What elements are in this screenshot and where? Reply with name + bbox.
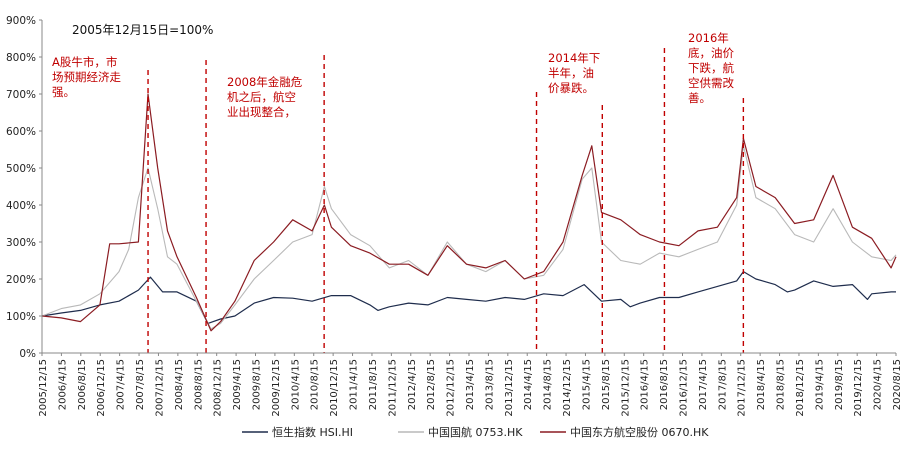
x-tick-label: 2019/8/15 (834, 359, 845, 410)
series-layer (41, 93, 897, 332)
x-tick-label: 2006/12/15 (96, 359, 107, 417)
x-tick-label: 2019/4/15 (814, 359, 825, 410)
x-tick-label: 2012/8/15 (426, 359, 437, 410)
x-tick-label: 2019/12/15 (853, 359, 864, 417)
annotation-line-text: 下跌，航 (688, 61, 734, 75)
x-tick-label: 2014/12/15 (562, 359, 573, 417)
x-tick-label: 2009/12/15 (271, 359, 282, 417)
annotation-line-text: 2016年 (688, 31, 729, 45)
legend-label: 中国国航 0753.HK (428, 425, 523, 439)
annotation-text: 2008年金融危机之后，航空业出现整合， (227, 75, 303, 119)
x-tick-label: 2014/4/15 (523, 359, 534, 410)
annotation-text: A股牛市，市场预期经济走强。 (52, 55, 121, 99)
y-tick-label: 400% (6, 200, 36, 212)
x-tick-label: 2010/4/15 (290, 359, 301, 410)
x-tick-label: 2016/8/15 (659, 359, 670, 410)
legend-label: 恒生指数 HSI.HI (272, 425, 353, 439)
y-tick-label: 800% (6, 52, 36, 64)
annotation-line-text: 机之后，航空 (227, 90, 296, 104)
x-tick-label: 2016/4/15 (640, 359, 651, 410)
x-tick-label: 2017/8/15 (717, 359, 728, 410)
x-tick-label: 2008/8/15 (193, 359, 204, 410)
annotation-line-text: 2008年金融危 (227, 75, 303, 89)
annotation-line-text: 半年，油 (548, 66, 594, 80)
annotation-line-text: 场预期经济走 (52, 70, 121, 84)
x-tick-label: 2007/8/15 (135, 359, 146, 410)
x-tick-label: 2007/4/15 (116, 359, 127, 410)
annotation-line-text: 业出现整合， (227, 105, 296, 119)
x-tick-label: 2018/12/15 (795, 359, 806, 417)
annotation-text: 2016年底，油价下跌，航空供需改善。 (688, 31, 734, 105)
annotation-line-text: 2014年下 (548, 51, 600, 65)
axes: 0% 100% 200% 300% 400% 500% 600% 700% 800% 900% 20… (6, 15, 900, 417)
x-tick-label: 2016/12/15 (679, 359, 690, 417)
annotation-line-text: 空供需改 (688, 76, 734, 90)
x-tick-label: 2008/12/15 (213, 359, 224, 417)
x-tick-label: 2005/12/15 (38, 359, 49, 417)
x-tick-label: 2012/12/15 (446, 359, 457, 417)
x-tick-label: 2018/8/15 (776, 359, 787, 410)
x-tick-label: 2017/12/15 (737, 359, 748, 417)
x-tick-label: 2018/4/15 (756, 359, 767, 410)
series-line-0 (41, 271, 896, 324)
x-tick-label: 2009/4/15 (232, 359, 243, 410)
series-line-1 (41, 145, 897, 330)
y-tick-label: 600% (6, 126, 36, 138)
annotation-line-text: 价暴跌。 (548, 81, 594, 95)
x-tick-label: 2010/12/15 (329, 359, 340, 417)
series-line-2 (41, 93, 897, 332)
annotation-layer: A股牛市，市场预期经济走强。 2008年金融危机之后，航空业出现整合， 2014年下… (52, 31, 745, 353)
y-tick-label: 200% (6, 274, 36, 286)
x-tick-label: 2013/4/15 (465, 359, 476, 410)
x-tick-label: 2020/8/15 (892, 359, 900, 410)
x-tick-label: 2006/4/15 (57, 359, 68, 410)
y-tick-label: 500% (6, 163, 36, 175)
x-tick-label: 2011/4/15 (349, 359, 360, 410)
y-tick-label: 900% (6, 15, 36, 27)
annotation-line-text: 底，油价 (688, 46, 734, 60)
x-tick-label: 2013/12/15 (504, 359, 515, 417)
x-tick-label: 2011/12/15 (387, 359, 398, 417)
x-tick-label: 2011/8/15 (368, 359, 379, 410)
baseline-note: 2005年12月15日=100% (72, 23, 213, 37)
x-tick-label: 2015/12/15 (620, 359, 631, 417)
x-tick-label: 2012/4/15 (407, 359, 418, 410)
x-tick-label: 2014/8/15 (543, 359, 554, 410)
y-tick-label: 300% (6, 237, 36, 249)
annotation-line-text: 强。 (52, 85, 75, 99)
x-tick-label: 2008/4/15 (174, 359, 185, 410)
y-tick-label: 700% (6, 89, 36, 101)
x-tick-label: 2015/4/15 (581, 359, 592, 410)
x-tick-label: 2006/8/15 (77, 359, 88, 410)
annotation-line-text: 善。 (688, 91, 711, 105)
annotation-line-text: A股牛市，市 (52, 55, 117, 69)
x-tick-label: 2017/4/15 (698, 359, 709, 410)
x-tick-label: 2010/8/15 (310, 359, 321, 410)
legend: 恒生指数 HSI.HI 中国国航 0753.HK 中国东方航空股份 0670.HK (242, 425, 709, 439)
annotation-text: 2014年下半年，油价暴跌。 (548, 51, 600, 95)
x-tick-label: 2020/4/15 (873, 359, 884, 410)
x-tick-label: 2015/8/15 (601, 359, 612, 410)
y-tick-label: 100% (6, 311, 36, 323)
x-tick-label: 2007/12/15 (154, 359, 165, 417)
x-tick-label: 2013/8/15 (484, 359, 495, 410)
legend-label: 中国东方航空股份 0670.HK (570, 425, 709, 439)
y-tick-label: 0% (19, 348, 36, 360)
x-tick-label: 2009/8/15 (252, 359, 263, 410)
